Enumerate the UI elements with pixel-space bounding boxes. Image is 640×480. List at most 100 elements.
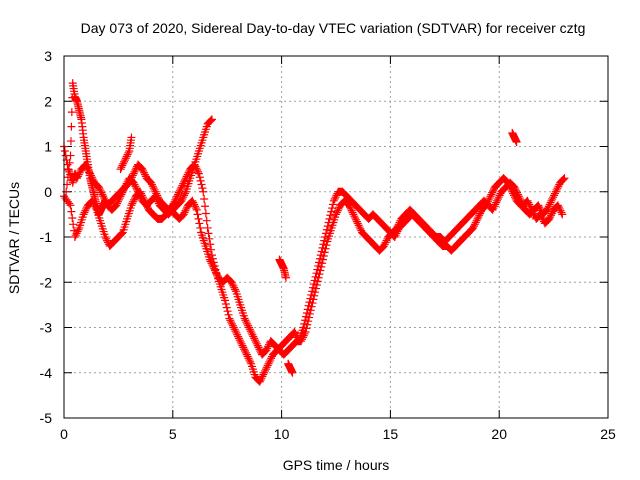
data-point — [558, 210, 567, 219]
data-point-interp — [544, 202, 553, 211]
data-point-interp — [236, 337, 245, 346]
data-point-interp — [333, 206, 342, 215]
x-tick-label: 0 — [60, 426, 68, 442]
data-point-interp — [149, 184, 158, 193]
data-point-interp — [546, 213, 555, 222]
series-track-a — [60, 142, 569, 386]
data-point-interp — [512, 186, 521, 195]
data-point — [536, 210, 545, 219]
data-point-interp — [227, 319, 236, 328]
data-point-interp — [302, 324, 311, 333]
data-point-interp — [557, 208, 566, 217]
data-point-interp — [205, 234, 214, 243]
data-point-interp — [174, 188, 183, 197]
data-point-interp — [207, 116, 216, 125]
data-point-interp — [265, 357, 274, 366]
data-point — [545, 214, 554, 223]
data-point-interp — [206, 257, 215, 266]
data-point — [127, 133, 136, 142]
data-point-interp — [245, 356, 254, 365]
data-point-interp — [74, 225, 83, 234]
data-point-interp — [485, 194, 494, 203]
data-point-interp — [182, 172, 191, 181]
data-point-interp — [351, 213, 360, 222]
data-point — [199, 187, 208, 196]
data-point-interp — [352, 215, 361, 224]
data-point-interp — [73, 172, 82, 181]
data-point — [392, 223, 401, 232]
data-point-interp — [513, 188, 522, 197]
data-point-interp — [251, 337, 260, 346]
data-point-interp — [66, 137, 75, 146]
data-point-interp — [251, 336, 260, 345]
data-point — [133, 187, 142, 196]
data-point-interp — [241, 347, 250, 356]
data-point-interp — [316, 266, 325, 275]
data-point — [99, 192, 108, 201]
data-point-interp — [247, 328, 256, 337]
data-point — [225, 314, 234, 323]
data-point-interp — [67, 108, 76, 117]
data-point-interp — [221, 299, 230, 308]
data-point-interp — [257, 374, 266, 383]
data-point-interp — [299, 331, 308, 340]
data-point-interp — [233, 330, 242, 339]
data-point-interp — [228, 280, 237, 289]
data-point-interp — [470, 220, 479, 229]
data-point — [510, 183, 519, 192]
y-tick-label: -2 — [40, 274, 53, 290]
data-point-interp — [395, 218, 404, 227]
data-point — [551, 187, 560, 196]
data-point-interp — [261, 366, 270, 375]
data-point-interp — [209, 262, 218, 271]
data-point-interp — [71, 231, 80, 240]
data-point-interp — [246, 327, 255, 336]
data-point-interp — [550, 189, 559, 198]
data-point — [310, 291, 319, 300]
data-point — [469, 223, 478, 232]
data-point — [473, 214, 482, 223]
data-point — [527, 205, 536, 214]
data-point-interp — [133, 185, 142, 194]
y-tick-label: 2 — [44, 93, 52, 109]
data-point — [62, 187, 71, 196]
data-point-interp — [63, 173, 72, 182]
data-point-interp — [118, 188, 127, 197]
data-point-interp — [545, 200, 554, 209]
data-point-interp — [196, 223, 205, 232]
data-point-interp — [196, 176, 205, 185]
data-point-interp — [130, 167, 139, 176]
data-point — [249, 332, 258, 341]
data-point-interp — [200, 194, 209, 203]
data-point-interp — [75, 168, 84, 177]
data-point-interp — [175, 186, 184, 195]
data-point-interp — [242, 318, 251, 327]
data-point-interp — [354, 221, 363, 230]
data-point-interp — [131, 166, 140, 175]
data-point-interp — [291, 329, 300, 338]
data-point-interp — [120, 185, 129, 194]
data-point-interp — [492, 198, 501, 207]
data-point-interp — [63, 160, 72, 169]
data-point-interp — [80, 208, 89, 217]
data-point — [227, 278, 236, 287]
data-point-interp — [246, 357, 255, 366]
data-point-interp — [147, 180, 156, 189]
data-point-interp — [204, 229, 213, 238]
data-point-interp — [67, 207, 76, 216]
data-point-interp — [250, 334, 259, 343]
data-point-interp — [174, 190, 183, 199]
series-track-e — [275, 255, 290, 282]
data-point-interp — [190, 200, 199, 209]
data-point-interp — [122, 152, 131, 161]
data-point-interp — [511, 185, 520, 194]
data-point-interp — [516, 195, 525, 204]
data-point-interp — [334, 204, 343, 213]
data-point-interp — [526, 202, 535, 211]
data-point-interp — [74, 170, 83, 179]
data-point-interp — [469, 222, 478, 231]
data-point — [66, 201, 75, 210]
data-point-interp — [558, 175, 567, 184]
data-point-interp — [318, 259, 327, 268]
data-point — [70, 233, 79, 241]
